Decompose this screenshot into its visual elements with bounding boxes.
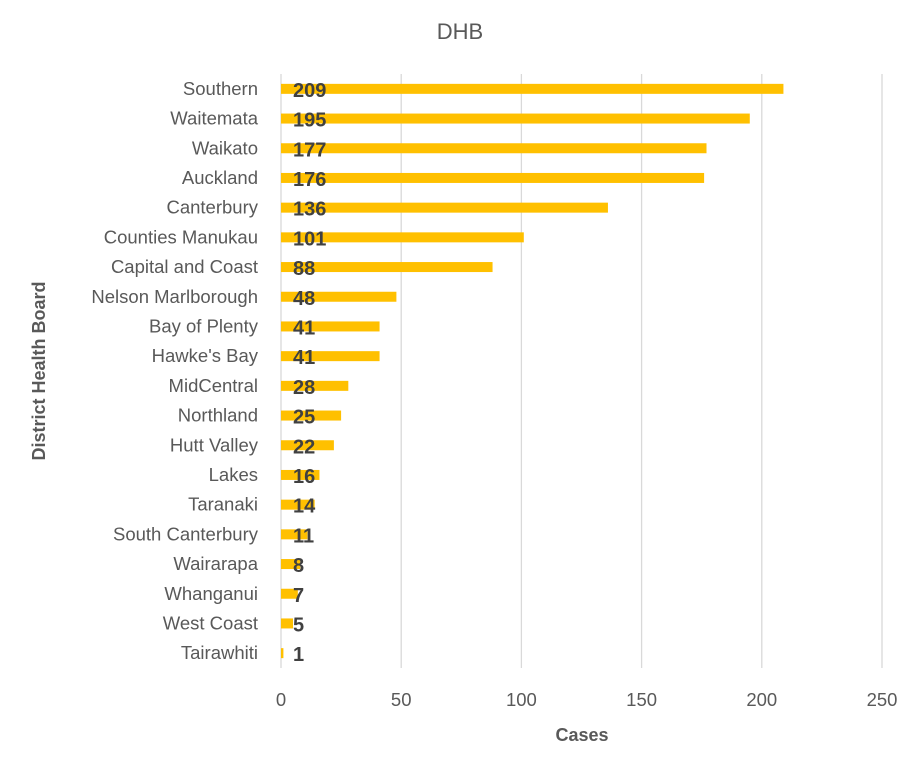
category-labels: Southern Waitemata Waikato Auckland Canterbu…	[91, 78, 258, 663]
y-axis-title: District Health Board	[29, 281, 49, 460]
bar-9	[281, 351, 380, 362]
category-label-15: South Canterbury	[113, 523, 259, 544]
category-label-12: Hutt Valley	[170, 434, 259, 455]
category-label-18: West Coast	[163, 612, 258, 633]
data-label-8: 41	[293, 317, 315, 339]
data-label-7: 48	[293, 288, 315, 310]
bar-18	[281, 618, 294, 629]
x-tick-label-3: 150	[626, 689, 657, 710]
category-label-8: Bay of Plenty	[149, 315, 259, 336]
category-label-14: Taranaki	[188, 494, 258, 515]
bar-17	[281, 588, 298, 599]
category-label-19: Tairawhiti	[181, 642, 258, 663]
data-label-18: 5	[293, 614, 304, 636]
bar-7	[281, 291, 397, 302]
category-label-7: Nelson Marlborough	[91, 286, 258, 307]
bar-10	[281, 380, 349, 391]
data-label-13: 16	[293, 466, 315, 488]
data-label-14: 14	[293, 496, 316, 518]
bars	[281, 83, 784, 659]
bar-6	[281, 262, 493, 273]
category-label-0: Southern	[183, 78, 258, 99]
bar-15	[281, 529, 308, 540]
data-label-9: 41	[293, 347, 315, 369]
x-tick-labels: 0 50 100 150 200 250	[276, 689, 898, 710]
bar-11	[281, 410, 342, 421]
data-label-10: 28	[293, 377, 315, 399]
category-label-4: Canterbury	[166, 197, 258, 218]
chart-title: DHB	[437, 19, 483, 44]
data-label-16: 8	[293, 555, 304, 577]
data-label-3: 176	[293, 169, 326, 191]
category-label-16: Wairarapa	[173, 553, 258, 574]
category-label-10: MidCentral	[169, 375, 258, 396]
category-label-13: Lakes	[209, 464, 258, 485]
bar-2	[281, 143, 707, 154]
x-tick-label-4: 200	[746, 689, 777, 710]
category-label-5: Counties Manukau	[104, 226, 258, 247]
x-tick-label-5: 250	[867, 689, 898, 710]
category-label-2: Waikato	[192, 137, 258, 158]
data-label-6: 88	[293, 258, 315, 280]
data-label-0: 209	[293, 80, 326, 102]
x-tick-label-2: 100	[506, 689, 537, 710]
data-label-12: 22	[293, 436, 315, 458]
bar-3	[281, 172, 705, 183]
gridlines	[280, 74, 883, 668]
data-label-2: 177	[293, 139, 326, 161]
data-label-17: 7	[293, 585, 304, 607]
category-label-6: Capital and Coast	[111, 256, 258, 277]
bar-13	[281, 469, 320, 480]
data-label-11: 25	[293, 407, 315, 429]
bar-19	[281, 648, 284, 659]
bar-0	[281, 83, 784, 94]
data-label-1: 195	[293, 110, 326, 132]
category-label-3: Auckland	[182, 167, 258, 188]
bar-4	[281, 202, 608, 213]
category-label-11: Northland	[178, 405, 258, 426]
data-label-19: 1	[293, 644, 304, 666]
category-label-9: Hawke's Bay	[152, 345, 259, 366]
bar-12	[281, 440, 334, 451]
bar-8	[281, 321, 380, 332]
category-label-1: Waitemata	[170, 108, 258, 129]
x-axis-title: Cases	[555, 725, 608, 745]
bar-5	[281, 232, 524, 243]
category-label-17: Whanganui	[164, 583, 258, 604]
bar-1	[281, 113, 750, 124]
x-tick-label-0: 0	[276, 689, 286, 710]
data-label-15: 11	[293, 525, 314, 547]
bar-14	[281, 499, 315, 510]
x-tick-label-1: 50	[391, 689, 412, 710]
bar-16	[281, 559, 301, 570]
data-labels: 209 195 177 176 136 101 88 48 41 41 28 25 22 16 14 11 8 7…	[293, 80, 326, 666]
data-label-4: 136	[293, 199, 326, 221]
data-label-5: 101	[293, 228, 326, 250]
